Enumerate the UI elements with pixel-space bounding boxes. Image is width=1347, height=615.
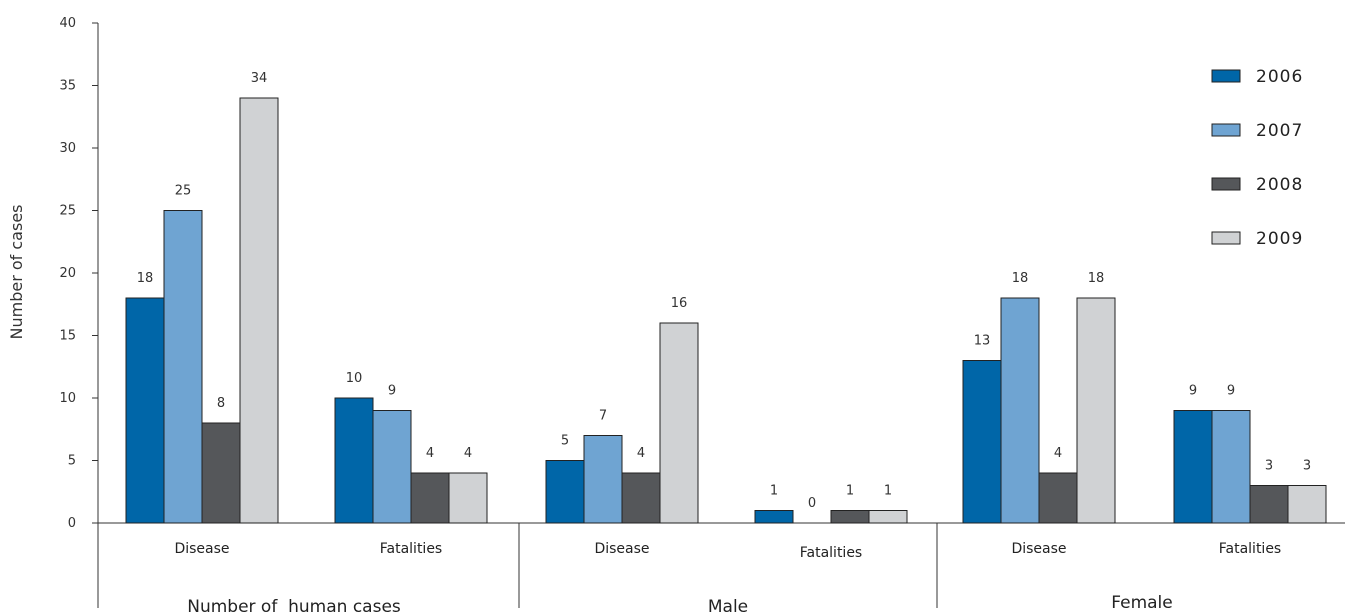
- bar: [1287, 485, 1327, 524]
- data-label: 9: [1227, 384, 1235, 399]
- data-label: 4: [464, 446, 472, 461]
- y-axis-title: Number of cases: [7, 205, 26, 340]
- bar: [868, 510, 908, 524]
- x-category-label: Disease: [174, 541, 229, 557]
- data-label: 8: [217, 396, 225, 411]
- y-tick-label: 20: [59, 266, 76, 281]
- bar: [448, 472, 488, 524]
- data-label: 34: [251, 71, 268, 86]
- legend-label: 2008: [1256, 175, 1303, 195]
- y-tick-label: 30: [59, 141, 76, 156]
- bar: [239, 97, 279, 524]
- x-group-label: Female: [1111, 593, 1172, 613]
- bar: [1249, 485, 1289, 524]
- x-group-label: Male: [708, 597, 748, 615]
- bar: [545, 460, 585, 524]
- data-label: 9: [388, 384, 396, 399]
- data-label: 0: [808, 496, 816, 511]
- y-tick-label: 35: [59, 79, 76, 94]
- bar: [410, 472, 450, 524]
- y-tick-label: 15: [59, 329, 76, 344]
- bar: [1211, 410, 1251, 524]
- bar: [1000, 297, 1040, 524]
- bar: [621, 472, 661, 524]
- data-label: 1: [846, 484, 854, 499]
- legend-swatch: [1211, 177, 1241, 191]
- bar: [962, 360, 1002, 524]
- bars: [125, 97, 1327, 524]
- y-axis-title-group: Number of cases: [7, 205, 26, 340]
- data-label: 1: [884, 484, 892, 499]
- bar: [1076, 297, 1116, 524]
- data-label: 9: [1189, 384, 1197, 399]
- bar: [334, 397, 374, 524]
- bar: [830, 510, 870, 524]
- legend-label: 2007: [1256, 121, 1303, 141]
- x-category-label: Disease: [594, 541, 649, 557]
- data-label: 18: [1012, 271, 1029, 286]
- y-tick-label: 0: [68, 516, 76, 531]
- data-label: 18: [137, 271, 154, 286]
- x-category-label: Disease: [1011, 541, 1066, 557]
- y-tick-label: 10: [59, 391, 76, 406]
- data-label: 4: [637, 446, 645, 461]
- bar: [163, 210, 203, 524]
- data-label: 3: [1303, 459, 1311, 474]
- x-category-label: Fatalities: [1219, 541, 1281, 557]
- data-label: 4: [426, 446, 434, 461]
- legend-swatch: [1211, 123, 1241, 137]
- data-label: 1: [770, 484, 778, 499]
- legend-swatch: [1211, 231, 1241, 245]
- data-label: 3: [1265, 459, 1273, 474]
- bar: [201, 422, 241, 524]
- x-category-label: Fatalities: [800, 545, 862, 561]
- x-group-label: Number of human cases: [187, 597, 401, 615]
- data-label: 7: [599, 409, 607, 424]
- data-label: 18: [1088, 271, 1105, 286]
- bar: [1173, 410, 1213, 524]
- data-label: 10: [346, 371, 363, 386]
- data-label: 5: [561, 434, 569, 449]
- data-label: 25: [175, 184, 192, 199]
- y-tick-label: 25: [59, 204, 76, 219]
- data-label: 13: [974, 334, 991, 349]
- x-category-labels: Disease Fatalities Disease Fatalities Diseas…: [174, 541, 1281, 615]
- y-tick-label: 40: [59, 16, 76, 31]
- legend-swatch: [1211, 69, 1241, 83]
- bar: [659, 322, 699, 524]
- bar: [754, 510, 794, 524]
- data-label: 16: [671, 296, 688, 311]
- legend-label: 2006: [1256, 67, 1303, 87]
- data-label: 4: [1054, 446, 1062, 461]
- legend: 2006 2007 2008 2009: [1211, 67, 1303, 249]
- bar: [372, 410, 412, 524]
- y-tick-label: 5: [68, 454, 76, 469]
- bar: [583, 435, 623, 524]
- bar: [125, 297, 165, 524]
- legend-label: 2009: [1256, 229, 1303, 249]
- bar: [1038, 472, 1078, 524]
- x-category-label: Fatalities: [380, 541, 442, 557]
